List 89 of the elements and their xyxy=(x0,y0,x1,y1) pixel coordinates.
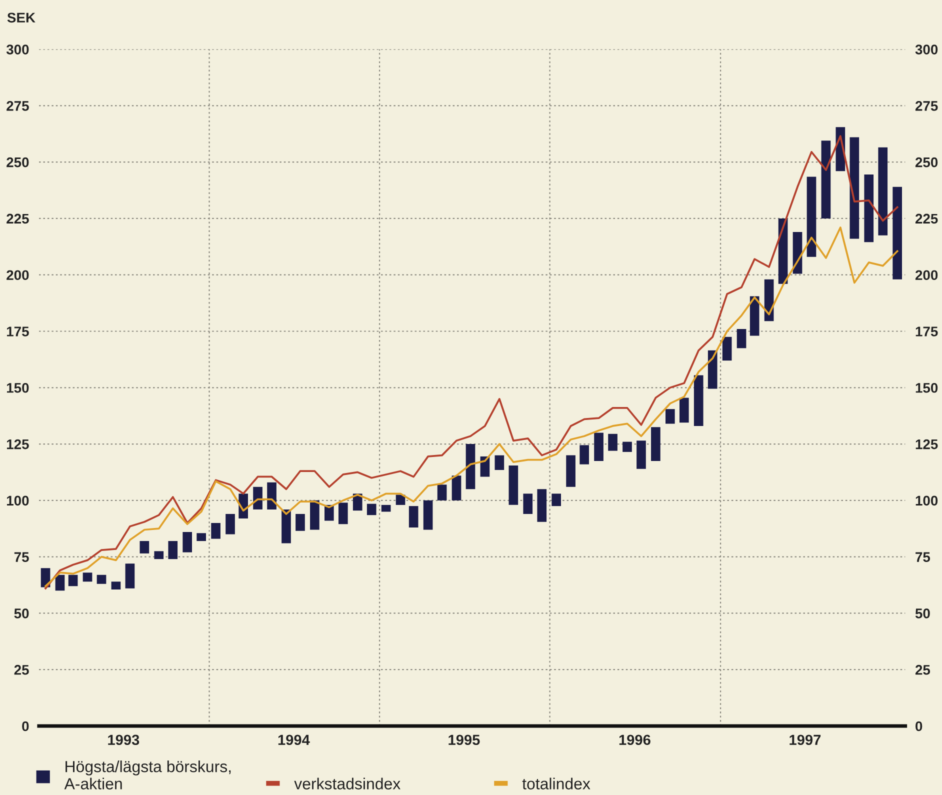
y2-tick-label: 150 xyxy=(916,382,938,393)
bar xyxy=(821,140,831,218)
bar xyxy=(366,504,376,516)
y-tick-label: 275 xyxy=(6,101,29,111)
bar xyxy=(55,574,65,591)
bar xyxy=(580,445,589,464)
y-tick-label: 0 xyxy=(22,721,29,732)
y2-tick-label: 0 xyxy=(916,721,922,732)
bar xyxy=(892,186,902,280)
bar xyxy=(508,465,518,505)
bar xyxy=(537,489,547,522)
bar xyxy=(381,504,391,512)
bar xyxy=(154,551,164,560)
bar xyxy=(452,476,462,500)
x-tick-label: 1997 xyxy=(790,734,821,746)
bar xyxy=(211,522,220,539)
bar xyxy=(622,442,632,452)
y-tick-label: 125 xyxy=(6,439,29,450)
legend-label: verkstadsindex xyxy=(294,778,400,790)
x-tick-label: 1993 xyxy=(108,734,140,746)
line-series xyxy=(44,135,898,590)
y-tick-label: 175 xyxy=(6,326,29,336)
y-tick-label: 150 xyxy=(6,382,29,393)
y2-tick-label: 125 xyxy=(916,439,938,450)
bar xyxy=(226,514,235,534)
bar xyxy=(196,533,206,542)
y-tick-label: 300 xyxy=(6,44,29,54)
bar xyxy=(125,564,135,588)
line-series xyxy=(44,226,898,588)
bar xyxy=(665,409,675,424)
bar xyxy=(722,336,732,361)
bar xyxy=(96,574,106,584)
bar xyxy=(282,509,291,544)
y-tick-label: 100 xyxy=(6,496,29,506)
y2-tick-label: 250 xyxy=(915,157,938,168)
y2-tick-label: 100 xyxy=(916,496,938,506)
bar xyxy=(651,427,660,461)
bar xyxy=(864,174,874,242)
bar xyxy=(523,494,533,514)
y-tick-label: 50 xyxy=(14,608,29,618)
bar xyxy=(466,444,476,490)
bar xyxy=(310,500,320,530)
y2-tick-label: 25 xyxy=(915,664,930,675)
y-tick-label: 200 xyxy=(6,270,29,280)
bar xyxy=(396,494,406,505)
x-tick-label: 1994 xyxy=(278,734,310,746)
y2-tick-label: 200 xyxy=(915,270,938,280)
bar xyxy=(423,500,433,530)
bar xyxy=(253,486,262,510)
bar xyxy=(806,176,816,257)
legend-label: totalindex xyxy=(522,778,590,790)
bar xyxy=(437,484,447,500)
bar xyxy=(736,328,746,348)
bar xyxy=(594,432,604,461)
bar xyxy=(608,434,618,451)
legend-label: Högsta/lägsta börskurs, A-aktien xyxy=(64,760,231,790)
bar xyxy=(708,350,718,389)
bar xyxy=(679,398,689,423)
bar xyxy=(182,532,192,552)
bar xyxy=(68,574,78,586)
y2-tick-label: 300 xyxy=(915,44,938,54)
y-tick-label: 75 xyxy=(14,552,29,562)
bar xyxy=(694,375,704,426)
bar xyxy=(636,440,646,469)
bar xyxy=(82,572,92,582)
bar xyxy=(750,296,760,336)
y2-tick-label: 275 xyxy=(915,101,938,111)
y2-tick-label: 75 xyxy=(916,552,930,562)
x-tick-label: 1995 xyxy=(448,734,480,746)
y2-tick-label: 50 xyxy=(915,608,930,618)
y2-tick-label: 175 xyxy=(916,326,938,336)
bar xyxy=(267,482,276,510)
bar xyxy=(408,506,418,528)
bar xyxy=(494,455,504,470)
bar xyxy=(140,541,150,554)
bar xyxy=(878,147,888,236)
bar xyxy=(338,502,348,524)
bar xyxy=(552,494,561,506)
y-tick-label: 250 xyxy=(6,157,29,168)
y2-tick-label: 225 xyxy=(915,214,938,224)
bar xyxy=(566,455,576,487)
bar xyxy=(111,582,121,590)
y-tick-label: 25 xyxy=(14,664,29,675)
bar xyxy=(168,541,178,560)
y-tick-label: 225 xyxy=(6,214,29,224)
bar xyxy=(850,137,860,239)
bar xyxy=(296,514,305,531)
y-axis-title: SEK xyxy=(7,12,36,23)
x-tick-label: 1996 xyxy=(619,734,650,746)
